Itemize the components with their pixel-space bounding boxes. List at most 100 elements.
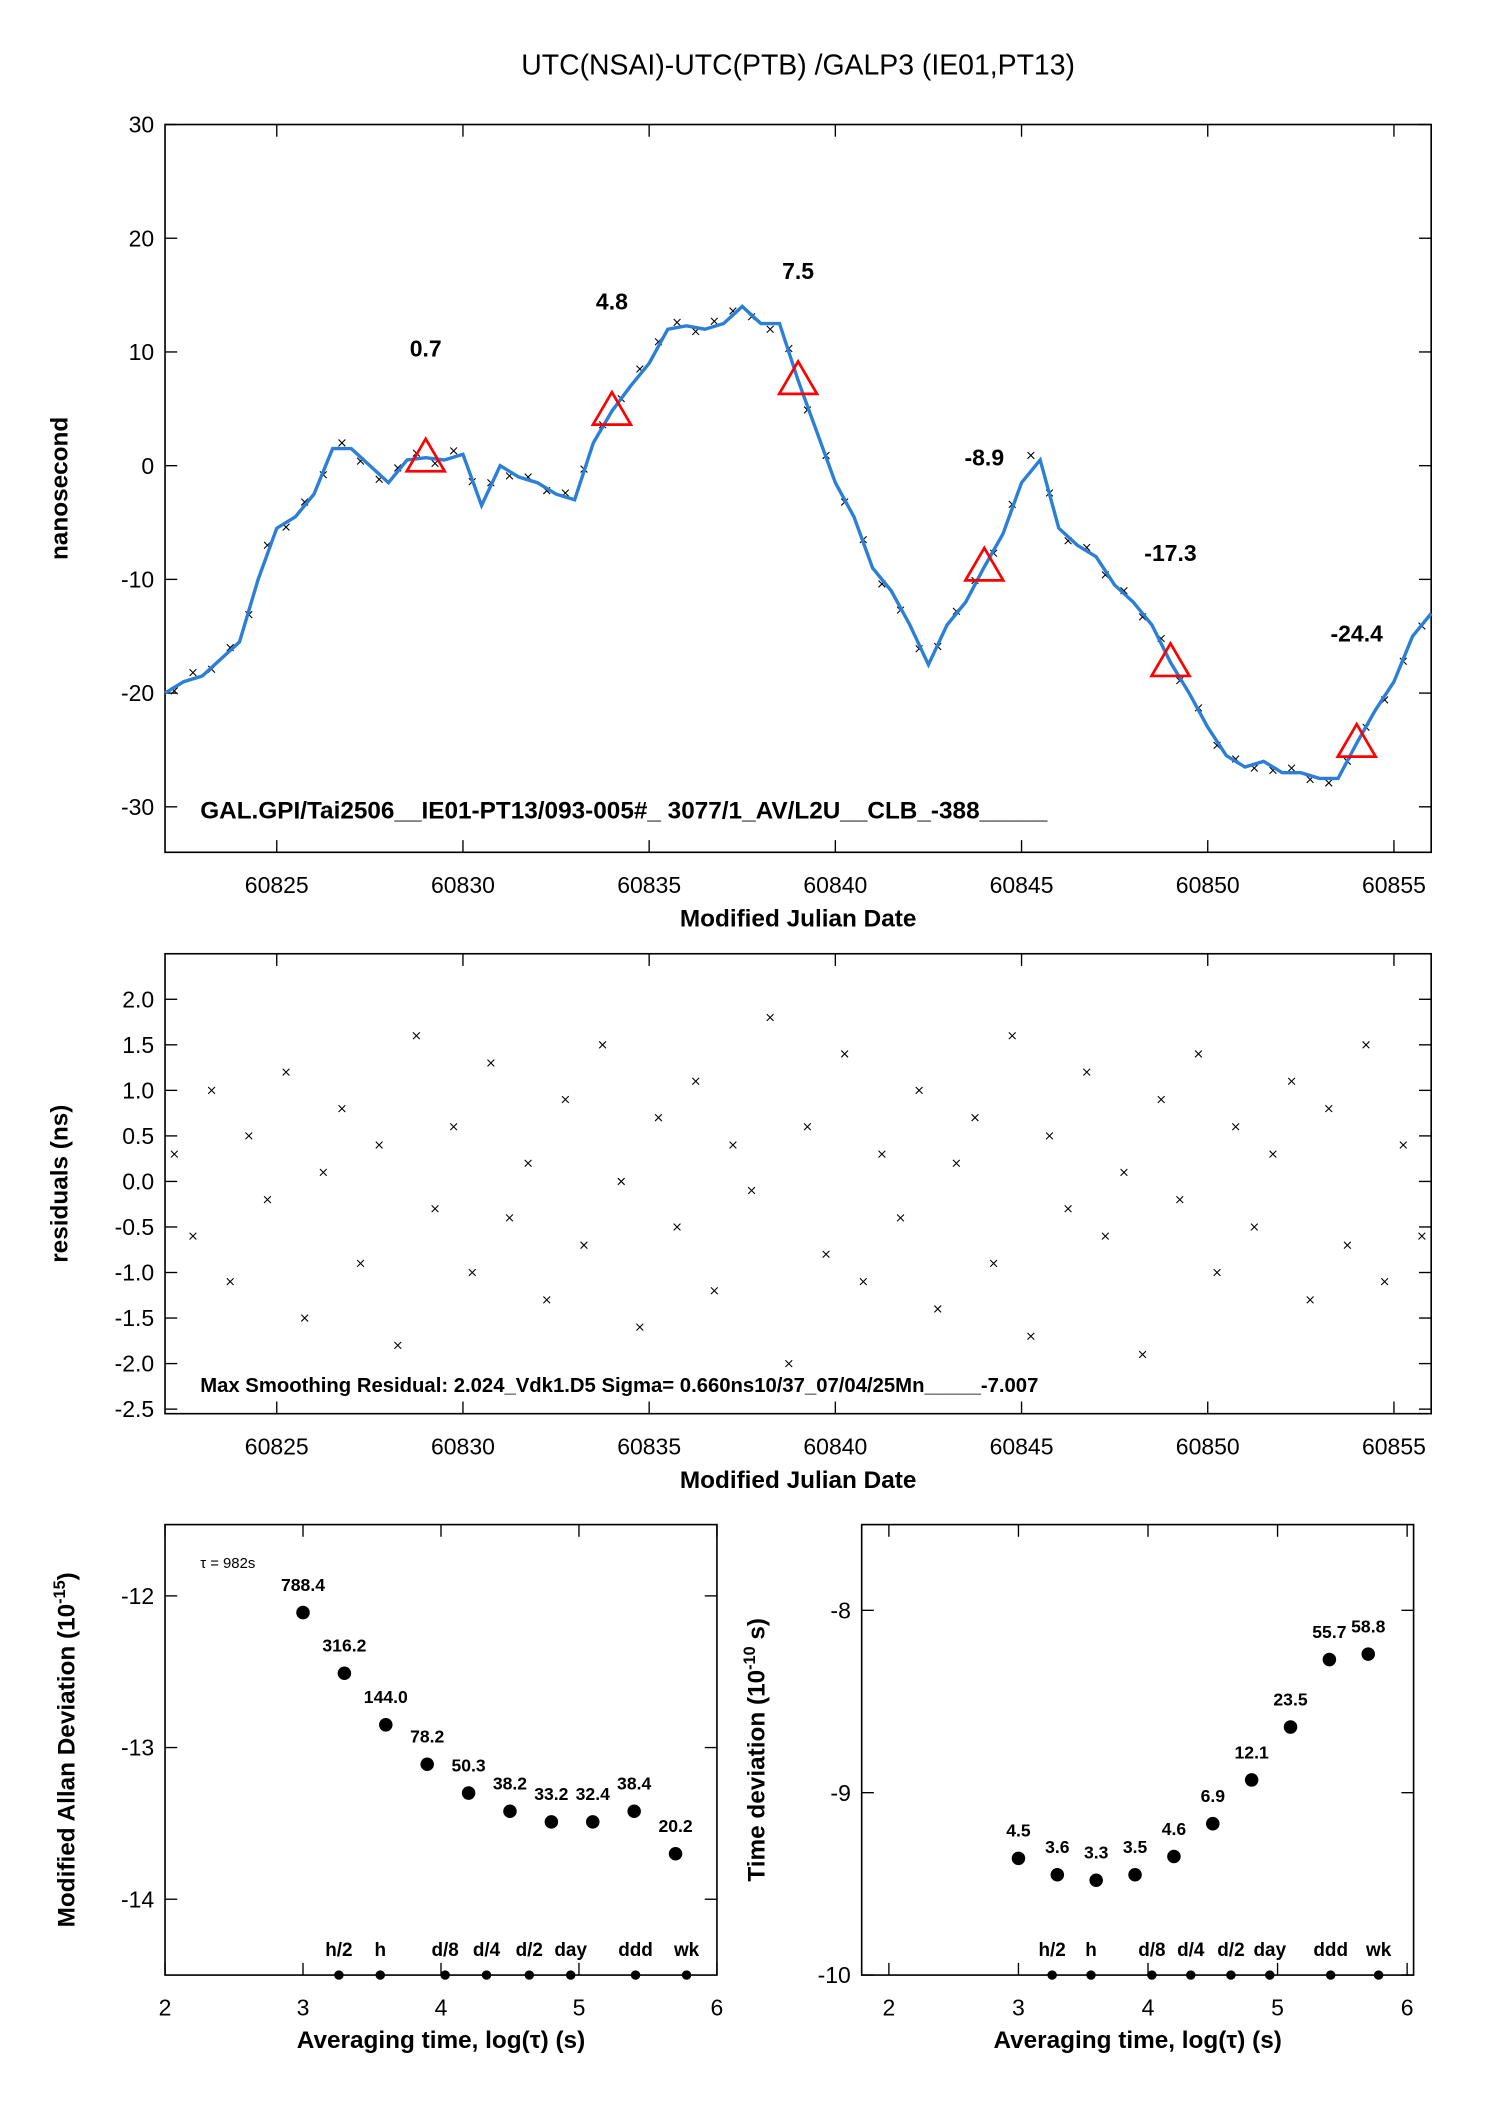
residual-point <box>226 1277 234 1286</box>
interval-dot <box>1186 1970 1196 1980</box>
residual-point <box>170 1150 179 1158</box>
y-tick-label: -30 <box>121 794 154 820</box>
interval-label: day <box>554 1940 587 1961</box>
raw-point <box>1027 451 1035 460</box>
raw-point <box>338 439 346 447</box>
x-tick-label: 60855 <box>1362 872 1426 898</box>
interval-dot <box>1265 1970 1275 1980</box>
y-tick-label: -1.5 <box>115 1305 155 1331</box>
y-tick-label: -10 <box>818 1962 851 1988</box>
plot-frame <box>860 1523 1415 1976</box>
residual-point <box>505 1214 514 1222</box>
y-axis-label-part: Modified Allan Deviation (10 <box>53 1604 80 1928</box>
interval-dot <box>1226 1970 1236 1980</box>
x-tick-label: 60850 <box>1176 1433 1240 1459</box>
residual-point <box>1120 1168 1128 1177</box>
residual-point <box>971 1113 979 1122</box>
y-tick-label: -12 <box>121 1583 154 1609</box>
plot-frame <box>164 952 1432 1415</box>
point-label: 33.2 <box>534 1784 568 1804</box>
y-tick-label: 0.5 <box>122 1123 154 1149</box>
point-label: 3.5 <box>1123 1837 1148 1857</box>
y-axis-label-part: nanosecond <box>47 417 74 560</box>
deviation-point <box>503 1804 517 1819</box>
point-label: 58.8 <box>1351 1616 1385 1636</box>
marker-label: 0.7 <box>410 335 442 361</box>
triangle-marker <box>404 436 448 473</box>
point-label: 4.5 <box>1006 1821 1031 1841</box>
residual-point <box>636 1323 644 1331</box>
residual-point <box>561 1095 570 1104</box>
residual-point <box>766 1013 774 1022</box>
y-tick-label: 0 <box>141 453 154 479</box>
interval-label: h <box>374 1940 386 1961</box>
y-tick-label: 1.5 <box>122 1032 154 1058</box>
y-axis-label-part: ) <box>53 1572 80 1580</box>
point-label: 23.5 <box>1273 1689 1307 1709</box>
interval-label: ddd <box>1313 1940 1348 1961</box>
residual-point <box>189 1232 197 1240</box>
residual-point <box>245 1132 253 1140</box>
raw-point <box>673 318 681 327</box>
interval-dot <box>630 1970 641 1980</box>
interval-label: d/4 <box>1177 1940 1205 1961</box>
interval-label: h/2 <box>1038 1940 1065 1961</box>
triangle-marker <box>776 358 820 396</box>
y-tick-label: -2.0 <box>115 1351 155 1377</box>
residual-point <box>468 1268 477 1277</box>
x-axis-label: Modified Julian Date <box>680 1467 917 1494</box>
x-tick-label: 2 <box>159 1995 172 2021</box>
chart-title: UTC(NSAI)-UTC(PTB) /GALP3 (IE01,PT13) <box>521 49 1075 81</box>
deviation-point <box>1206 1816 1220 1831</box>
y-tick-label: -2.5 <box>115 1396 155 1422</box>
x-tick-label: 60835 <box>617 1433 681 1459</box>
interval-label: d/2 <box>516 1940 543 1961</box>
residual-point <box>542 1296 551 1304</box>
residual-point <box>1213 1268 1221 1277</box>
residual-point <box>1250 1223 1259 1231</box>
point-label: 78.2 <box>410 1727 444 1747</box>
y-axis-label-part: s) <box>743 1618 770 1646</box>
panel: 60825 60830 60835 60840 60845 60850 60855 -30 -2… <box>47 112 1433 933</box>
marker-label: 4.8 <box>596 289 628 315</box>
x-tick-label: 60830 <box>431 872 495 898</box>
deviation-point <box>1128 1867 1142 1882</box>
deviation-point <box>1089 1873 1103 1887</box>
residual-point <box>263 1195 272 1204</box>
deviation-point <box>1322 1652 1337 1667</box>
residual-point <box>878 1150 886 1158</box>
x-tick-label: 5 <box>573 1995 586 2021</box>
residual-point <box>840 1050 849 1058</box>
point-label: 3.6 <box>1045 1837 1070 1857</box>
x-axis-label: Modified Julian Date <box>680 906 917 933</box>
residual-point <box>1101 1232 1110 1240</box>
deviation-point <box>1244 1773 1259 1787</box>
residual-point <box>412 1031 421 1040</box>
interval-label: d/4 <box>473 1940 501 1961</box>
residual-point <box>1418 1232 1426 1240</box>
interval-label: d/2 <box>1217 1940 1244 1961</box>
raw-point <box>1287 764 1296 772</box>
x-axis-label: Averaging time, log(τ) (s) <box>297 2027 585 2054</box>
residual-point <box>1399 1141 1408 1149</box>
point-label: 55.7 <box>1312 1622 1346 1642</box>
residual-point <box>1231 1123 1240 1131</box>
y-tick-label: -0.5 <box>115 1214 155 1240</box>
residual-point <box>673 1223 681 1231</box>
deviation-point <box>1011 1851 1026 1866</box>
y-tick-label: 0.0 <box>122 1169 154 1195</box>
x-tick-label: 6 <box>711 1995 724 2021</box>
x-tick-label: 2 <box>882 1995 895 2021</box>
x-tick-label: 4 <box>435 1995 448 2021</box>
annotation: Max Smoothing Residual: 2.024_Vdk1.D5 Si… <box>200 1375 1038 1397</box>
y-axis-label-part: -15 <box>51 1580 69 1603</box>
residual-point <box>375 1141 383 1149</box>
interval-dot <box>524 1970 535 1980</box>
interval-dot <box>681 1970 692 1980</box>
interval-dot <box>375 1970 386 1980</box>
deviation-point <box>1283 1720 1298 1734</box>
residual-point <box>1045 1132 1054 1140</box>
x-axis-label: Averaging time, log(τ) (s) <box>993 2027 1281 2054</box>
x-tick-label: 60825 <box>245 872 309 898</box>
